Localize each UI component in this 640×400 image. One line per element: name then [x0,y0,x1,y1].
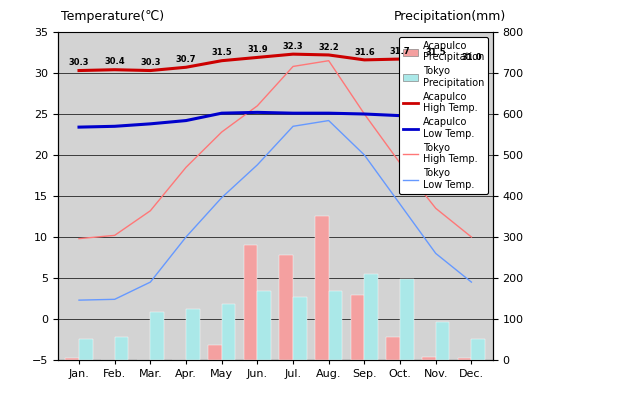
Bar [293,297,307,360]
Text: 31.5: 31.5 [211,48,232,58]
Text: 30.3: 30.3 [68,58,89,67]
Text: 32.2: 32.2 [318,43,339,52]
Bar [115,337,128,360]
Text: 32.3: 32.3 [283,42,303,51]
Bar [458,358,472,360]
Bar [351,295,364,360]
Bar [257,291,271,360]
Bar [422,357,436,360]
Text: 30.7: 30.7 [176,55,196,64]
Text: 31.5: 31.5 [426,48,446,58]
Text: 31.0: 31.0 [461,52,482,62]
Bar [472,339,485,360]
Bar [315,216,329,360]
Bar [329,291,342,360]
Bar [186,309,200,360]
Text: 31.6: 31.6 [354,48,375,56]
Bar [79,339,93,360]
Text: Temperature(℃): Temperature(℃) [61,10,164,23]
Text: Precipitation(mm): Precipitation(mm) [394,10,506,23]
Bar [150,312,164,360]
Text: 31.9: 31.9 [247,45,268,54]
Text: 30.3: 30.3 [140,58,161,67]
Bar [400,279,413,360]
Legend: Acapulco
Precipitation, Tokyo
Precipitation, Acapulco
High Temp., Acapulco
Low T: Acapulco Precipitation, Tokyo Precipitat… [399,37,488,194]
Bar [387,337,400,360]
Text: 31.7: 31.7 [390,47,410,56]
Bar [208,345,221,360]
Bar [436,322,449,360]
Bar [280,255,293,360]
Bar [221,304,236,360]
Text: 30.4: 30.4 [104,58,125,66]
Bar [364,274,378,360]
Bar [244,245,257,360]
Bar [65,358,79,360]
